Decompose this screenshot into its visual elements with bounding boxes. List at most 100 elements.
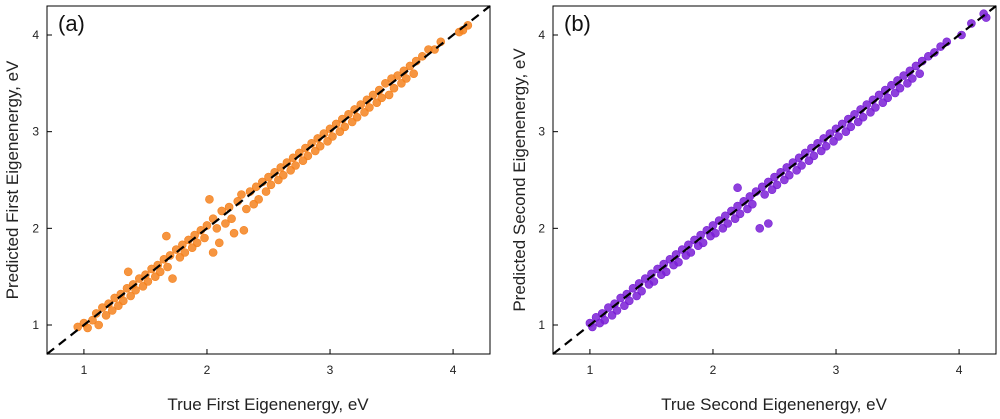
scatter-point xyxy=(227,214,236,223)
y-tick-label: 3 xyxy=(32,125,39,139)
scatter-point xyxy=(165,251,175,260)
scatter-point xyxy=(883,93,893,103)
scatter-point xyxy=(967,19,976,28)
y-axis-title-a: Predicted First Eigenenergy, eV xyxy=(3,60,22,299)
scatter-point xyxy=(239,225,249,235)
scatter-point xyxy=(612,306,622,315)
x-tick-label: 4 xyxy=(956,363,963,377)
scatter-point xyxy=(748,199,757,209)
y-axis-ticks-a: 1 2 3 4 xyxy=(32,28,52,332)
scatter-point xyxy=(384,90,394,100)
scatter-point xyxy=(212,224,222,233)
scatter-point xyxy=(846,122,856,132)
scatter-point xyxy=(328,132,337,141)
y-tick-label: 2 xyxy=(538,221,545,235)
y-tick-label: 4 xyxy=(32,28,39,42)
scatter-point xyxy=(723,219,733,228)
scatter-point xyxy=(94,320,103,330)
scatter-point xyxy=(242,204,251,214)
scatter-point xyxy=(764,219,773,228)
panel-label-a: (a) xyxy=(58,11,85,36)
scatter-point xyxy=(83,323,92,333)
scatter-point xyxy=(205,195,214,204)
scatter-point xyxy=(368,90,378,100)
scatter-point xyxy=(661,267,671,277)
x-tick-label: 3 xyxy=(327,363,334,377)
scatter-point xyxy=(874,90,884,100)
scatter-point xyxy=(674,257,683,267)
scatter-point xyxy=(797,161,806,170)
scatter-point xyxy=(871,103,880,112)
scatter-points-a xyxy=(73,21,473,333)
y-tick-label: 2 xyxy=(32,221,39,235)
scatter-point xyxy=(101,311,111,320)
scatter-point xyxy=(278,170,288,180)
scatter-point xyxy=(772,180,782,190)
y-axis-title-b: Predicted Second Eigenenergy, eV xyxy=(510,48,529,312)
scatter-point xyxy=(600,315,609,325)
x-tick-label: 3 xyxy=(833,363,840,377)
scatter-point xyxy=(192,238,202,248)
scatter-point xyxy=(180,248,190,257)
x-tick-label: 2 xyxy=(710,363,717,377)
x-tick-label: 1 xyxy=(81,363,88,377)
x-tick-label: 4 xyxy=(450,363,457,377)
scatter-point xyxy=(760,190,769,199)
scatter-point xyxy=(107,306,117,315)
scatter-point xyxy=(254,195,263,204)
scatter-point xyxy=(698,238,708,248)
x-tick-label: 1 xyxy=(587,363,594,377)
x-axis-title-b: True Second Eigenenergy, eV xyxy=(661,395,888,414)
scatter-point xyxy=(389,83,399,93)
plot-area-frame xyxy=(46,5,491,355)
scatter-point xyxy=(377,93,387,103)
scatter-point xyxy=(352,112,362,122)
scatter-point xyxy=(930,48,939,57)
scatter-point xyxy=(200,233,209,243)
scatter-point xyxy=(735,209,745,219)
scatter-point xyxy=(409,69,419,78)
scatter-panel-a: 1 2 3 4 1 2 3 4 (a) True First Eigenenergy, eV… xyxy=(3,5,491,414)
scatter-point xyxy=(733,201,742,211)
scatter-point xyxy=(365,103,374,112)
y-axis-ticks-b: 1 2 3 4 xyxy=(538,28,558,332)
scatter-point xyxy=(686,248,696,257)
scatter-point xyxy=(118,296,128,306)
scatter-point xyxy=(624,296,634,306)
x-axis-title-a: True First Eigenenergy, eV xyxy=(167,395,369,414)
panel-label-b: (b) xyxy=(564,11,591,36)
scatter-point xyxy=(126,291,135,301)
y-tick-label: 4 xyxy=(538,28,545,42)
scatter-point xyxy=(214,238,224,248)
reference-line-y-equals-x xyxy=(552,5,997,355)
scatter-panel-b: 1 2 3 4 1 2 3 4 (b) True Second Eigenenergy, e… xyxy=(510,5,997,414)
scatter-point xyxy=(237,190,246,199)
scatter-point xyxy=(834,132,843,141)
scatter-point xyxy=(221,219,230,228)
scatter-point xyxy=(733,183,742,193)
scatter-point xyxy=(858,112,868,122)
y-tick-label: 1 xyxy=(538,318,545,332)
scatter-point xyxy=(291,161,300,170)
scatter-point xyxy=(208,248,218,257)
reference-line-y-equals-x xyxy=(46,5,491,355)
scatter-point xyxy=(784,170,794,180)
scatter-point xyxy=(123,267,133,277)
scatter-point xyxy=(163,262,172,272)
scatter-point xyxy=(229,228,239,238)
scatter-point xyxy=(340,122,350,132)
scatter-point xyxy=(809,151,819,161)
scatter-point xyxy=(637,286,646,296)
y-tick-label: 3 xyxy=(538,125,545,139)
scatter-point xyxy=(217,206,227,216)
x-axis-ticks-a: 1 2 3 4 xyxy=(81,349,457,377)
scatter-point xyxy=(895,83,905,93)
scatter-point xyxy=(162,231,171,241)
scatter-point xyxy=(649,277,659,286)
scatter-point xyxy=(915,69,925,78)
scatter-point xyxy=(131,285,140,295)
scatter-point xyxy=(266,180,276,190)
scatter-point xyxy=(402,74,411,83)
scatter-point xyxy=(168,274,177,283)
